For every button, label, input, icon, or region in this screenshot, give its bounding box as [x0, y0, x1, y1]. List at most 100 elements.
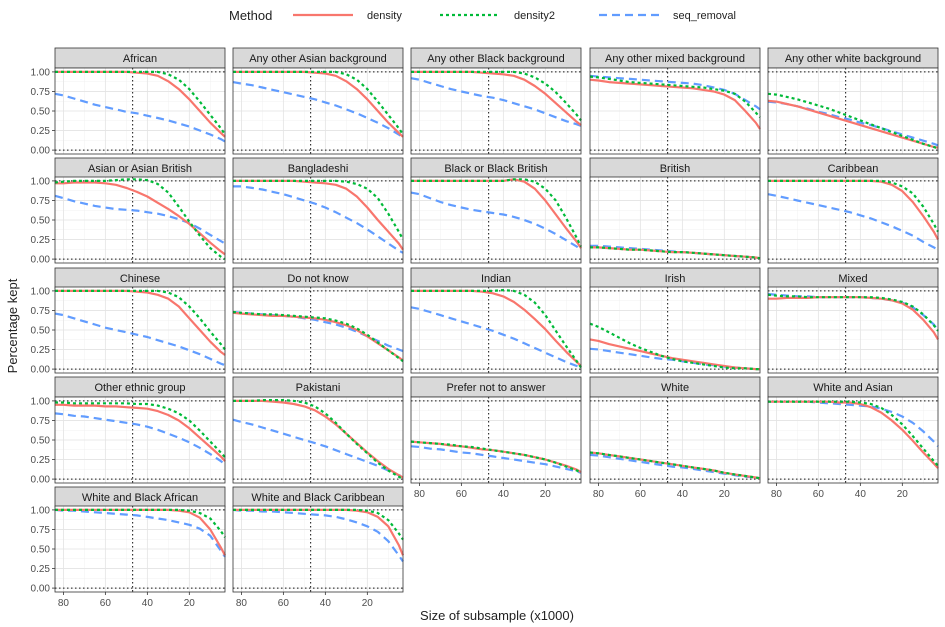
strip-label: Indian — [481, 273, 511, 285]
series-seq-removal — [54, 412, 226, 466]
y-tick-label: 0.25 — [31, 455, 51, 466]
series-density — [410, 440, 582, 474]
legend-label-density: density — [367, 10, 402, 22]
strip-label: Any other Asian background — [249, 53, 387, 65]
y-tick-label: 0.00 — [31, 365, 51, 376]
x-tick-label: 60 — [100, 598, 112, 609]
series-seq-removal — [410, 191, 582, 251]
series-density — [233, 508, 405, 556]
panel-indian: Indian — [410, 267, 582, 374]
strip-label: Asian or Asian British — [88, 163, 192, 175]
series-seq-removal — [232, 418, 404, 478]
x-tick-label: 80 — [236, 598, 248, 609]
series-density2 — [233, 399, 404, 481]
x-tick-label: 20 — [362, 598, 374, 609]
series-seq-removal — [233, 185, 404, 254]
x-tick-label: 60 — [635, 489, 647, 500]
panel-white-and-black-caribbean: White and Black Caribbean 80 60 40 20 — [232, 486, 405, 609]
panel-border — [232, 396, 404, 484]
series-density — [589, 451, 761, 480]
series-seq-removal — [54, 194, 226, 245]
legend-label-seq-removal: seq_removal — [673, 10, 736, 22]
x-tick-label: 40 — [855, 489, 867, 500]
x-tick-label: 80 — [593, 489, 605, 500]
panel-border — [767, 67, 939, 155]
x-tick-label: 80 — [771, 489, 783, 500]
x-tick-label: 60 — [278, 598, 290, 609]
y-tick-label: 0.75 — [31, 87, 51, 98]
legend-item-seq-removal: seq_removal — [599, 10, 736, 22]
series-density — [233, 179, 404, 251]
y-tick-label: 0.25 — [31, 564, 51, 575]
series-density — [233, 70, 404, 138]
series-density — [768, 179, 939, 241]
y-tick-label: 0.00 — [31, 584, 51, 595]
series-density2 — [411, 70, 582, 122]
series-density2 — [589, 322, 760, 371]
panel-irish: Irish — [589, 267, 761, 374]
panel-any-other-asian-background: Any other Asian background — [232, 47, 404, 155]
series-density2 — [55, 289, 226, 351]
strip-label: Mixed — [838, 273, 867, 285]
y-tick-label: 0.75 — [31, 196, 51, 207]
panel-black-or-black-british: Black or Black British — [410, 157, 582, 264]
y-tick-label: 0.25 — [31, 126, 51, 137]
strip-label: Prefer not to answer — [446, 382, 545, 394]
panel-border — [232, 67, 404, 155]
panel-do-not-know: Do not know — [232, 267, 404, 374]
y-tick-label: 0.50 — [31, 216, 51, 227]
panel-african: African 0.00 0.25 0.50 0.75 1.00 — [31, 47, 226, 157]
panel-caribbean: Caribbean — [767, 157, 939, 264]
series-density — [55, 181, 226, 256]
series-seq-removal — [232, 508, 404, 563]
strip-label: Do not know — [287, 273, 348, 285]
series-seq-removal — [410, 306, 582, 369]
strip-label: African — [123, 53, 157, 65]
panel-border — [410, 286, 582, 374]
legend: Method density density2 seq_removal — [229, 8, 736, 23]
series-seq-removal — [54, 508, 226, 558]
panel-border — [767, 176, 939, 264]
series-density — [411, 70, 582, 126]
panel-white-and-asian: White and Asian 80 60 40 20 — [767, 376, 939, 500]
series-density — [411, 289, 582, 367]
series-density2 — [411, 178, 582, 248]
panel-asian-or-asian-british: Asian or Asian British 0.00 0.25 0.50 0.75 1.… — [31, 157, 226, 266]
panel-border — [232, 286, 404, 374]
panel-any-other-mixed-background: Any other mixed background — [589, 47, 761, 155]
panel-pakistani: Pakistani — [232, 376, 404, 484]
panel-border — [232, 505, 404, 593]
panel-border — [589, 396, 761, 484]
panel-border — [410, 67, 582, 155]
y-tick-label: 1.00 — [31, 286, 51, 297]
strip-label: Any other mixed background — [605, 53, 745, 65]
series-seq-removal — [54, 312, 226, 367]
x-tick-label: 80 — [58, 598, 70, 609]
series-density — [767, 99, 939, 149]
panel-border — [767, 396, 939, 484]
x-tick-label: 40 — [320, 598, 332, 609]
y-tick-label: 0.50 — [31, 436, 51, 447]
panel-white-and-black-african: White and Black African 0.00 0.25 0.50 0.75 1… — [31, 486, 226, 609]
panel-chinese: Chinese 0.00 0.25 0.50 0.75 1.00 — [31, 267, 226, 376]
panel-border — [410, 396, 582, 484]
x-tick-label: 40 — [677, 489, 689, 500]
strip-label: White and Black African — [82, 492, 198, 504]
strip-label: Other ethnic group — [94, 382, 185, 394]
series-density — [589, 338, 760, 371]
strip-label: British — [660, 163, 691, 175]
y-tick-label: 0.50 — [31, 107, 51, 118]
panel-white: White 80 60 40 20 — [589, 376, 761, 500]
strip-label: Irish — [665, 273, 686, 285]
y-tick-label: 0.00 — [31, 146, 51, 157]
legend-label-density2: density2 — [514, 10, 555, 22]
strip-label: Bangladeshi — [288, 163, 349, 175]
facet-panels: African 0.00 0.25 0.50 0.75 1.00 Any other Asi… — [31, 47, 939, 609]
series-density — [55, 403, 226, 462]
x-tick-label: 80 — [414, 489, 426, 500]
strip-label: White — [661, 382, 689, 394]
panel-any-other-black-background: Any other Black background — [410, 47, 582, 155]
series-density2 — [767, 92, 939, 150]
y-tick-label: 0.75 — [31, 306, 51, 317]
